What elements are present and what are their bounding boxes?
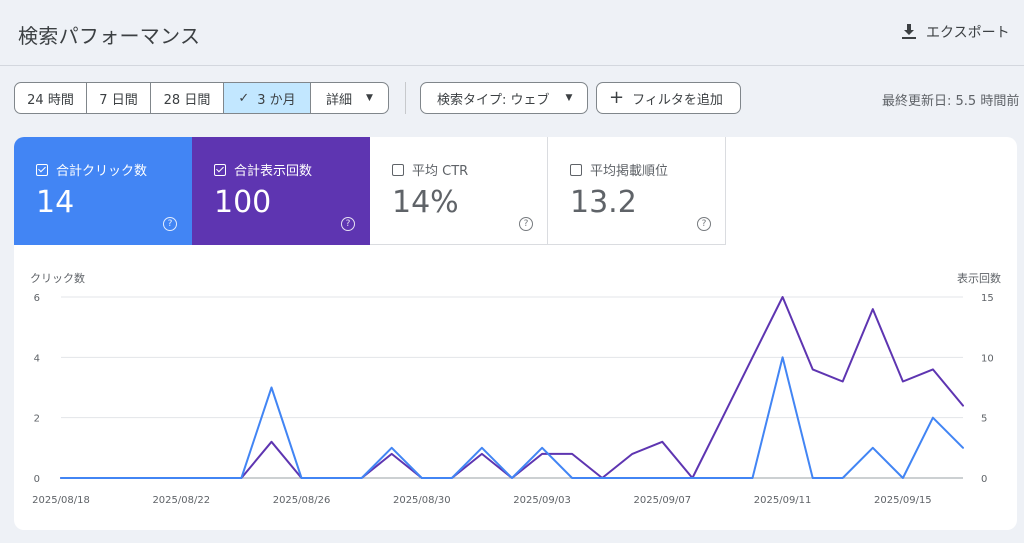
metric-tile-impressions[interactable]: 合計表示回数 100 ? bbox=[192, 137, 370, 245]
performance-card: 合計クリック数 14 ? 合計表示回数 100 ? 平均 CTR 14% ? 平… bbox=[14, 137, 1017, 530]
metric-tile-clicks[interactable]: 合計クリック数 14 ? bbox=[14, 137, 192, 245]
metric-value: 13.2 bbox=[570, 185, 637, 220]
x-tick-label: 2025/08/26 bbox=[273, 495, 331, 506]
help-icon[interactable]: ? bbox=[697, 217, 711, 231]
clicks-series-line bbox=[60, 356, 964, 479]
x-tick-label: 2025/09/03 bbox=[513, 495, 571, 506]
checkbox-icon[interactable] bbox=[570, 163, 582, 176]
filter-divider bbox=[405, 82, 406, 114]
left-tick-label: 6 bbox=[34, 293, 40, 304]
export-label: エクスポート bbox=[926, 25, 1010, 41]
date-range-selector: 24 時間 7 日間 28 日間 ✓ 3 か月 詳細 ▼ bbox=[14, 82, 389, 114]
metric-label: 平均掲載順位 bbox=[590, 164, 669, 179]
metric-tile-ctr[interactable]: 平均 CTR 14% ? bbox=[370, 137, 548, 245]
date-range-label: 24 時間 bbox=[27, 92, 74, 108]
right-axis-title: 表示回数 bbox=[957, 271, 1001, 285]
date-range-label: 3 か月 bbox=[257, 92, 296, 108]
right-tick-label: 0 bbox=[981, 474, 987, 485]
x-tick-label: 2025/08/18 bbox=[32, 495, 90, 506]
date-range-7d[interactable]: 7 日間 bbox=[87, 83, 151, 113]
right-tick-label: 15 bbox=[981, 293, 994, 304]
left-tick-label: 2 bbox=[34, 414, 40, 425]
page-title: 検索パフォーマンス bbox=[18, 24, 201, 48]
metric-label-row: 合計表示回数 bbox=[214, 160, 312, 179]
left-axis-title: クリック数 bbox=[30, 272, 85, 285]
performance-chart: クリック数 表示回数 0 2 4 6 0 5 10 15 2025/08/18 2025/08/22 2… bbox=[14, 262, 1017, 530]
last-updated-text: 最終更新日: 5.5 時間前 bbox=[882, 94, 1020, 109]
date-range-28d[interactable]: 28 日間 bbox=[151, 83, 224, 113]
export-button[interactable]: エクスポート bbox=[902, 22, 1010, 42]
date-range-3m[interactable]: ✓ 3 か月 bbox=[224, 83, 311, 113]
date-range-label: 詳細 bbox=[326, 92, 353, 108]
search-type-label: 検索タイプ: ウェブ bbox=[437, 92, 550, 108]
impressions-series-line bbox=[60, 296, 964, 479]
x-tick-label: 2025/08/30 bbox=[393, 495, 451, 506]
left-tick-label: 4 bbox=[34, 353, 40, 364]
date-range-custom[interactable]: 詳細 ▼ bbox=[311, 83, 388, 113]
x-tick-label: 2025/09/07 bbox=[634, 495, 692, 506]
date-range-label: 28 日間 bbox=[163, 92, 211, 108]
metric-value: 14 bbox=[36, 185, 75, 220]
right-tick-label: 10 bbox=[981, 353, 994, 364]
chart-svg: クリック数 表示回数 0 2 4 6 0 5 10 15 2025/08/18 2025/08/22 2… bbox=[30, 271, 1001, 506]
metric-label-row: 平均掲載順位 bbox=[570, 160, 668, 179]
caret-down-icon: ▼ bbox=[565, 93, 573, 103]
plus-icon: + bbox=[609, 87, 625, 108]
metric-value: 100 bbox=[214, 185, 272, 220]
download-icon bbox=[902, 24, 916, 39]
metric-tile-position[interactable]: 平均掲載順位 13.2 ? bbox=[548, 137, 726, 245]
metric-label-row: 平均 CTR bbox=[392, 160, 468, 179]
help-icon[interactable]: ? bbox=[163, 217, 177, 231]
metric-tiles: 合計クリック数 14 ? 合計表示回数 100 ? 平均 CTR 14% ? 平… bbox=[14, 137, 726, 245]
caret-down-icon: ▼ bbox=[366, 93, 373, 103]
left-tick-label: 0 bbox=[34, 474, 40, 485]
x-tick-label: 2025/08/22 bbox=[152, 495, 210, 506]
metric-label: 合計クリック数 bbox=[56, 164, 148, 179]
header-divider bbox=[0, 65, 1024, 66]
date-range-label: 7 日間 bbox=[99, 92, 138, 108]
x-tick-label: 2025/09/15 bbox=[874, 495, 932, 506]
x-tick-label: 2025/09/11 bbox=[754, 495, 812, 506]
page-header: 検索パフォーマンス エクスポート bbox=[0, 0, 1024, 66]
checkmark-icon: ✓ bbox=[238, 90, 250, 106]
metric-label-row: 合計クリック数 bbox=[36, 160, 147, 179]
date-range-24h[interactable]: 24 時間 bbox=[15, 83, 87, 113]
checkbox-icon[interactable] bbox=[392, 163, 404, 176]
right-tick-label: 5 bbox=[981, 414, 987, 425]
help-icon[interactable]: ? bbox=[341, 217, 355, 231]
metric-label: 平均 CTR bbox=[412, 164, 469, 179]
add-filter-label: フィルタを追加 bbox=[632, 92, 723, 108]
search-type-dropdown[interactable]: 検索タイプ: ウェブ ▼ bbox=[420, 82, 588, 114]
filter-bar: 24 時間 7 日間 28 日間 ✓ 3 か月 詳細 ▼ 検索タイプ: ウェブ … bbox=[0, 82, 1024, 114]
metric-label: 合計表示回数 bbox=[234, 164, 313, 179]
metric-value: 14% bbox=[392, 185, 459, 220]
checkbox-icon[interactable] bbox=[214, 163, 226, 176]
checkbox-icon[interactable] bbox=[36, 163, 48, 176]
add-filter-button[interactable]: + フィルタを追加 bbox=[596, 82, 741, 114]
help-icon[interactable]: ? bbox=[519, 217, 533, 231]
